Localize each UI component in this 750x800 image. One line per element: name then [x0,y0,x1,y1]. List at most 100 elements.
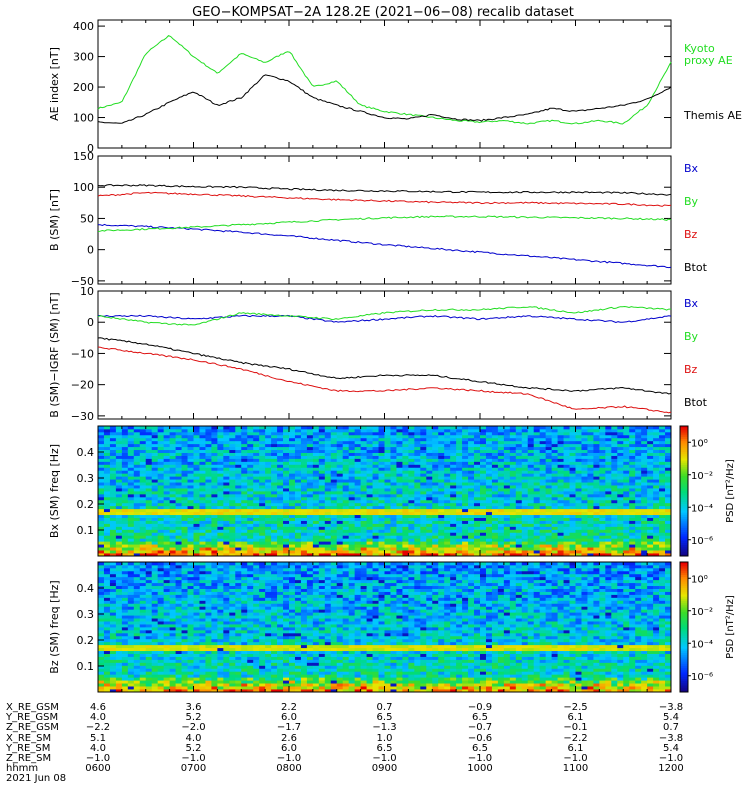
spectrogram-cell [593,461,600,465]
spectrogram-cell [145,493,153,498]
spectrogram-cell [277,547,284,551]
spectrogram-cell [115,482,123,486]
spectrogram-cell [241,434,248,439]
spectrogram-cell [235,511,242,516]
spectrogram-cell [300,479,308,483]
spectrogram-cell [593,434,600,439]
spectrogram-cell [247,482,254,486]
spectrogram-cell [617,505,624,510]
spectrogram-cell [318,520,326,524]
spectrogram-cell [98,508,105,513]
spectrogram-cell [665,473,672,477]
spectrogram-cell [474,461,481,465]
spectrogram-cell [509,505,517,510]
spectrogram-cell [294,532,302,536]
spectrogram-cell [426,547,433,551]
spectrogram-cell [330,511,338,516]
spectrogram-cell [366,426,373,430]
spectrogram-cell [169,517,176,521]
spectrogram-cell [121,579,129,584]
spectrogram-cell [569,496,576,501]
spectrogram-cell [390,482,397,486]
spectrogram-cell [497,431,505,436]
spectrogram-cell [432,458,439,462]
spectrogram-cell [181,443,188,448]
spectrogram-cell [372,508,379,513]
spectrogram-cell [432,541,439,545]
spectrogram-cell [617,535,624,539]
spectrogram-cell [211,511,218,516]
spectrogram-cell [139,683,147,687]
spectrogram-cell [247,535,254,539]
spectrogram-cell [193,446,200,451]
spectrogram-cell [300,505,308,510]
spectrogram-cell [354,505,362,510]
spectrogram-cell [157,437,165,442]
spectrogram-cell [342,547,350,551]
spectrogram-cell [336,532,344,536]
spectrogram-cell [175,461,182,465]
spectrogram-cell [468,520,475,524]
spectrogram-cell [324,511,332,516]
spectrogram-cell [312,482,320,486]
spectrogram-cell [103,443,111,448]
spectrogram-cell [235,464,242,468]
spectrogram-cell [450,541,457,545]
spectrogram-cell [283,488,290,492]
spectrogram-cell [336,526,344,530]
spectrogram-cell [205,443,212,448]
spectrogram-cell [503,523,511,527]
spectrogram-cell [491,485,499,489]
spectrogram-cell [665,455,672,459]
spectrogram-cell [175,553,182,557]
y-tick-label: 0.2 [77,498,95,511]
spectrogram-cell [145,440,153,445]
spectrogram-cell [103,656,111,660]
spectrogram-cell [253,485,260,489]
spectrogram-cell [289,532,296,536]
spectrogram-cell [271,479,278,483]
spectrogram-cell [151,538,159,542]
spectrogram-cell [103,615,111,619]
spectrogram-cell [444,461,451,465]
spectrogram-cell [545,443,553,448]
spectrogram-cell [133,647,141,652]
spectrogram-cell [468,499,475,504]
spectrogram-cell [491,499,499,504]
spectrogram-cell [659,470,666,474]
spectrogram-cell [306,499,314,504]
spectrogram-cell [283,550,290,554]
spectrogram-cell [420,547,427,551]
spectrogram-cell [271,538,278,542]
spectrogram-cell [181,426,188,430]
spectrogram-cell [115,553,123,557]
spectrogram-cell [229,458,236,462]
spectrogram-cell [378,520,385,524]
spectrogram-cell [432,431,439,436]
spectrogram-cell [289,428,296,433]
spectrogram-cell [294,523,302,527]
spectrogram-cell [623,553,630,557]
spectrogram-cell [289,437,296,442]
spectrogram-cell [641,485,648,489]
spectrogram-cell [509,499,517,504]
spectrogram-cell [456,541,463,545]
spectrogram-cell [647,434,654,439]
spectrogram-cell [611,452,618,456]
spectrogram-cell [360,544,367,548]
spectrogram-cell [485,523,493,527]
spectrogram-cell [444,440,451,445]
spectrogram-cell [521,511,529,516]
spectrogram-cell [175,473,182,477]
spectrogram-cell [193,529,200,533]
spectrogram-cell [133,508,141,513]
spectrogram-cell [551,488,558,492]
spectrogram-cell [247,428,254,433]
spectrogram-cell [593,505,600,510]
spectrogram-cell [157,520,165,524]
spectrogram-cell [497,443,505,448]
spectrogram-cell [641,511,648,516]
spectrogram-cell [581,541,588,545]
spectrogram-cell [163,431,171,436]
